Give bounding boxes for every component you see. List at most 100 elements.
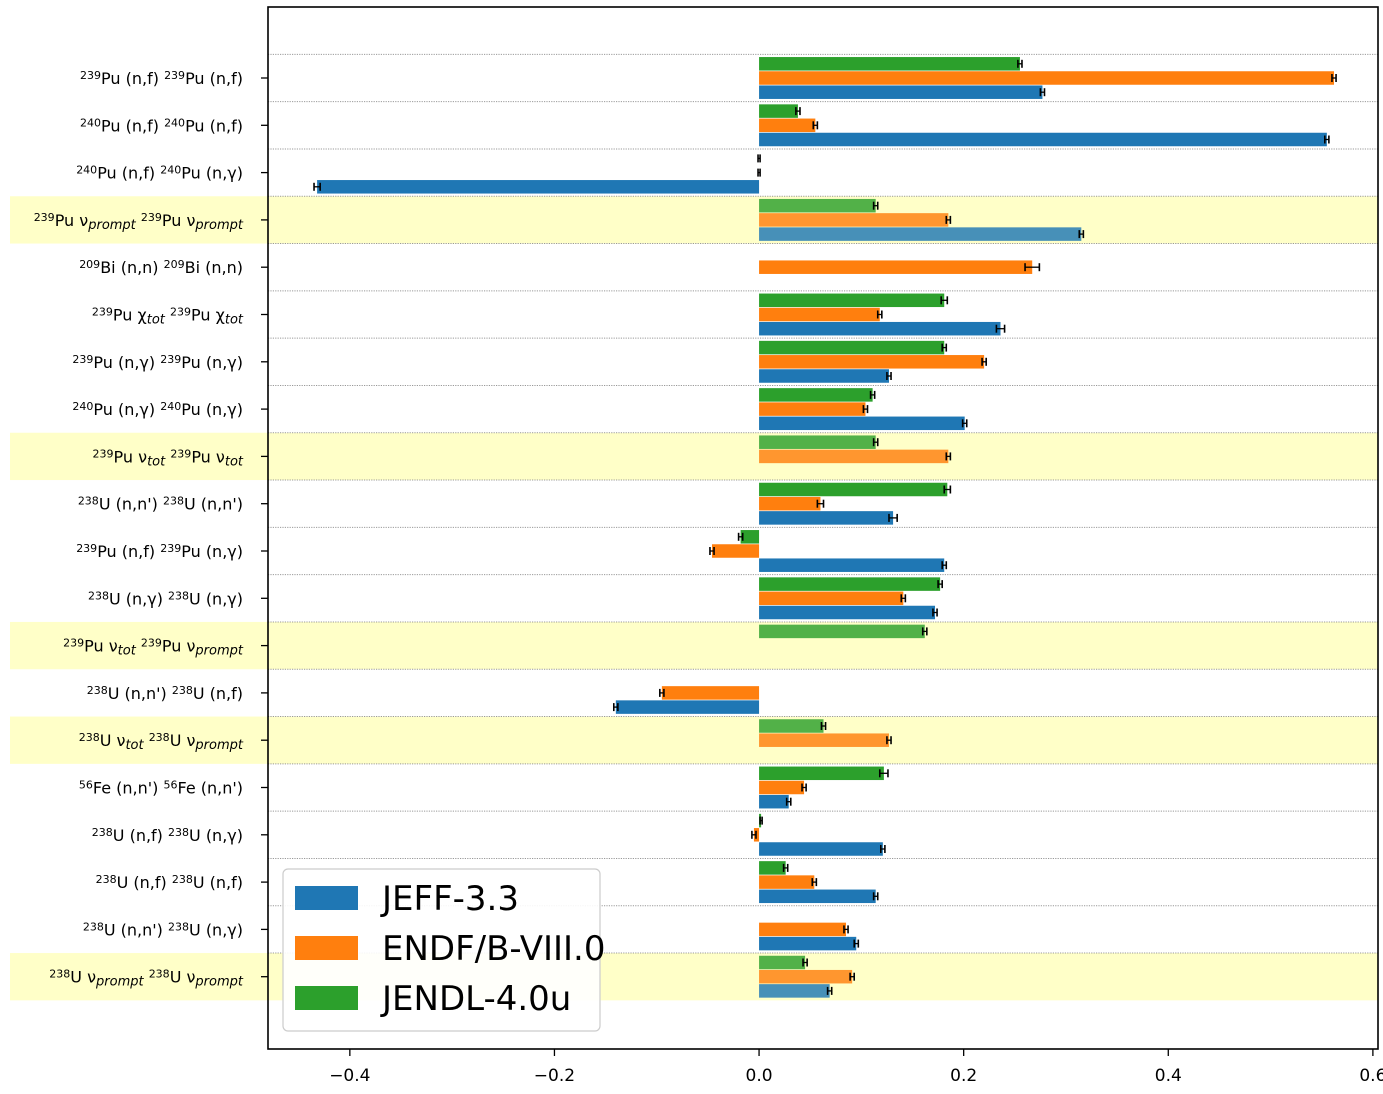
category-label-17: 238U (n,f) 238U (n,f): [96, 873, 243, 892]
bar-1-15: [759, 780, 805, 795]
bar-0-18: [759, 936, 857, 951]
error-bar-0-19: [826, 986, 833, 995]
legend-box: [282, 868, 601, 1032]
error-bar-0-10: [941, 561, 948, 570]
series-endf-b-viii-0: [659, 71, 1337, 984]
highlight-band-19: [10, 953, 1378, 1001]
error-bar-2-8: [872, 438, 879, 447]
category-label-15: 56Fe (n,n') 56Fe (n,n'): [79, 779, 243, 798]
error-bar-2-15: [878, 769, 889, 778]
error-bar-1-16: [751, 830, 757, 839]
error-bar-0-11: [932, 608, 938, 617]
bar-2-8: [759, 435, 876, 449]
bar-2-11: [759, 577, 941, 591]
error-bar-2-2: [757, 154, 761, 163]
error-bar-2-19: [802, 958, 808, 967]
error-bar-1-11: [900, 594, 907, 603]
error-bar-0-18: [853, 939, 860, 948]
bar-2-6: [759, 340, 945, 355]
bar-0-1: [759, 132, 1327, 147]
error-bar-0-6: [886, 372, 892, 380]
x-tick-label-2: 0.0: [746, 1066, 773, 1086]
category-label-8: 239Pu νtot 239Pu νtot: [93, 447, 244, 469]
error-bar-1-5: [876, 310, 883, 319]
bar-1-1: [759, 118, 816, 133]
x-tick-label-4: 0.4: [1155, 1066, 1182, 1086]
error-bar-2-9: [943, 485, 952, 494]
bar-1-10: [712, 544, 760, 558]
bar-2-5: [759, 293, 945, 308]
bar-0-0: [759, 85, 1043, 99]
error-bar-1-14: [886, 736, 892, 745]
category-label-9: 238U (n,n') 238U (n,n'): [78, 495, 243, 514]
error-bar-1-6: [981, 357, 987, 366]
bar-0-3: [759, 227, 1082, 241]
legend-label-1: ENDF/B-VIII.0: [382, 929, 606, 969]
legend-swatch-0: [295, 886, 358, 910]
error-bar-1-18: [843, 925, 849, 934]
category-label-7: 240Pu (n,γ) 240Pu (n,γ): [72, 400, 243, 419]
category-label-13: 238U (n,n') 238U (n,f): [87, 684, 243, 703]
error-bar-1-8: [945, 452, 952, 461]
bar-1-14: [759, 733, 889, 747]
error-bar-0-5: [995, 324, 1006, 333]
bar-0-13: [615, 700, 760, 714]
bar-2-3: [759, 198, 876, 213]
error-bar-1-13: [659, 688, 665, 697]
bar-2-0: [759, 57, 1020, 71]
error-bar-2-12: [921, 627, 928, 636]
bar-1-5: [759, 307, 880, 322]
bar-1-9: [759, 496, 821, 511]
error-bar-2-6: [941, 343, 948, 352]
bar-0-7: [759, 416, 965, 431]
error-bar-1-19: [849, 972, 856, 981]
category-label-5: 239Pu χtot 239Pu χtot: [92, 306, 244, 328]
x-tick-label-5: 0.6: [1359, 1066, 1383, 1086]
bar-1-0: [759, 71, 1335, 85]
highlight-band-3: [10, 196, 1378, 244]
category-label-11: 238U (n,γ) 238U (n,γ): [88, 589, 243, 608]
error-bar-0-7: [961, 419, 968, 428]
bar-1-19: [759, 969, 853, 984]
error-bar-2-0: [1017, 59, 1023, 68]
category-label-3: 239Pu νprompt 239Pu νprompt: [34, 211, 244, 233]
error-bar-0-0: [1039, 88, 1046, 97]
bar-2-17: [759, 861, 786, 875]
legend-swatch-2: [295, 986, 358, 1010]
x-tick-label-1: −0.2: [534, 1066, 575, 1086]
bar-1-6: [759, 355, 985, 369]
error-bar-1-10: [709, 547, 715, 555]
category-label-16: 238U (n,f) 238U (n,γ): [92, 826, 243, 845]
bar-0-11: [759, 605, 936, 620]
error-bar-0-2: [313, 182, 321, 191]
bar-1-11: [759, 591, 904, 606]
bar-0-9: [759, 511, 894, 525]
legend: JEFF-3.3 ENDF/B-VIII.0 JENDL-4.0u: [282, 868, 606, 1032]
bar-0-5: [759, 321, 1001, 336]
error-bar-2-17: [782, 863, 789, 872]
category-label-2: 240Pu (n,f) 240Pu (n,γ): [76, 164, 243, 183]
category-label-12: 239Pu νtot 239Pu νprompt: [63, 637, 244, 659]
series-jeff-3-3: [313, 85, 1330, 998]
error-bar-2-1: [795, 107, 801, 116]
category-label-4: 209Bi (n,n) 209Bi (n,n): [79, 258, 243, 277]
bar-2-19: [759, 955, 806, 970]
error-bar-0-15: [785, 797, 792, 806]
bar-1-4: [759, 260, 1033, 274]
bar-1-3: [759, 213, 949, 227]
error-bar-1-15: [801, 783, 807, 792]
error-bar-0-1: [1324, 135, 1330, 144]
error-bar-2-16: [759, 816, 763, 825]
bar-2-12: [759, 624, 925, 639]
error-bar-0-3: [1078, 230, 1085, 239]
category-label-14: 238U νtot 238U νprompt: [79, 731, 244, 753]
error-bar-2-14: [820, 722, 827, 730]
bar-0-2: [317, 180, 760, 194]
highlight-band-12: [10, 621, 1378, 670]
bar-2-15: [759, 766, 884, 781]
bar-2-9: [759, 482, 948, 497]
error-bar-1-3: [945, 215, 952, 224]
error-bar-2-11: [937, 580, 943, 589]
error-bar-2-3: [872, 201, 879, 210]
error-bar-0-13: [612, 703, 619, 712]
